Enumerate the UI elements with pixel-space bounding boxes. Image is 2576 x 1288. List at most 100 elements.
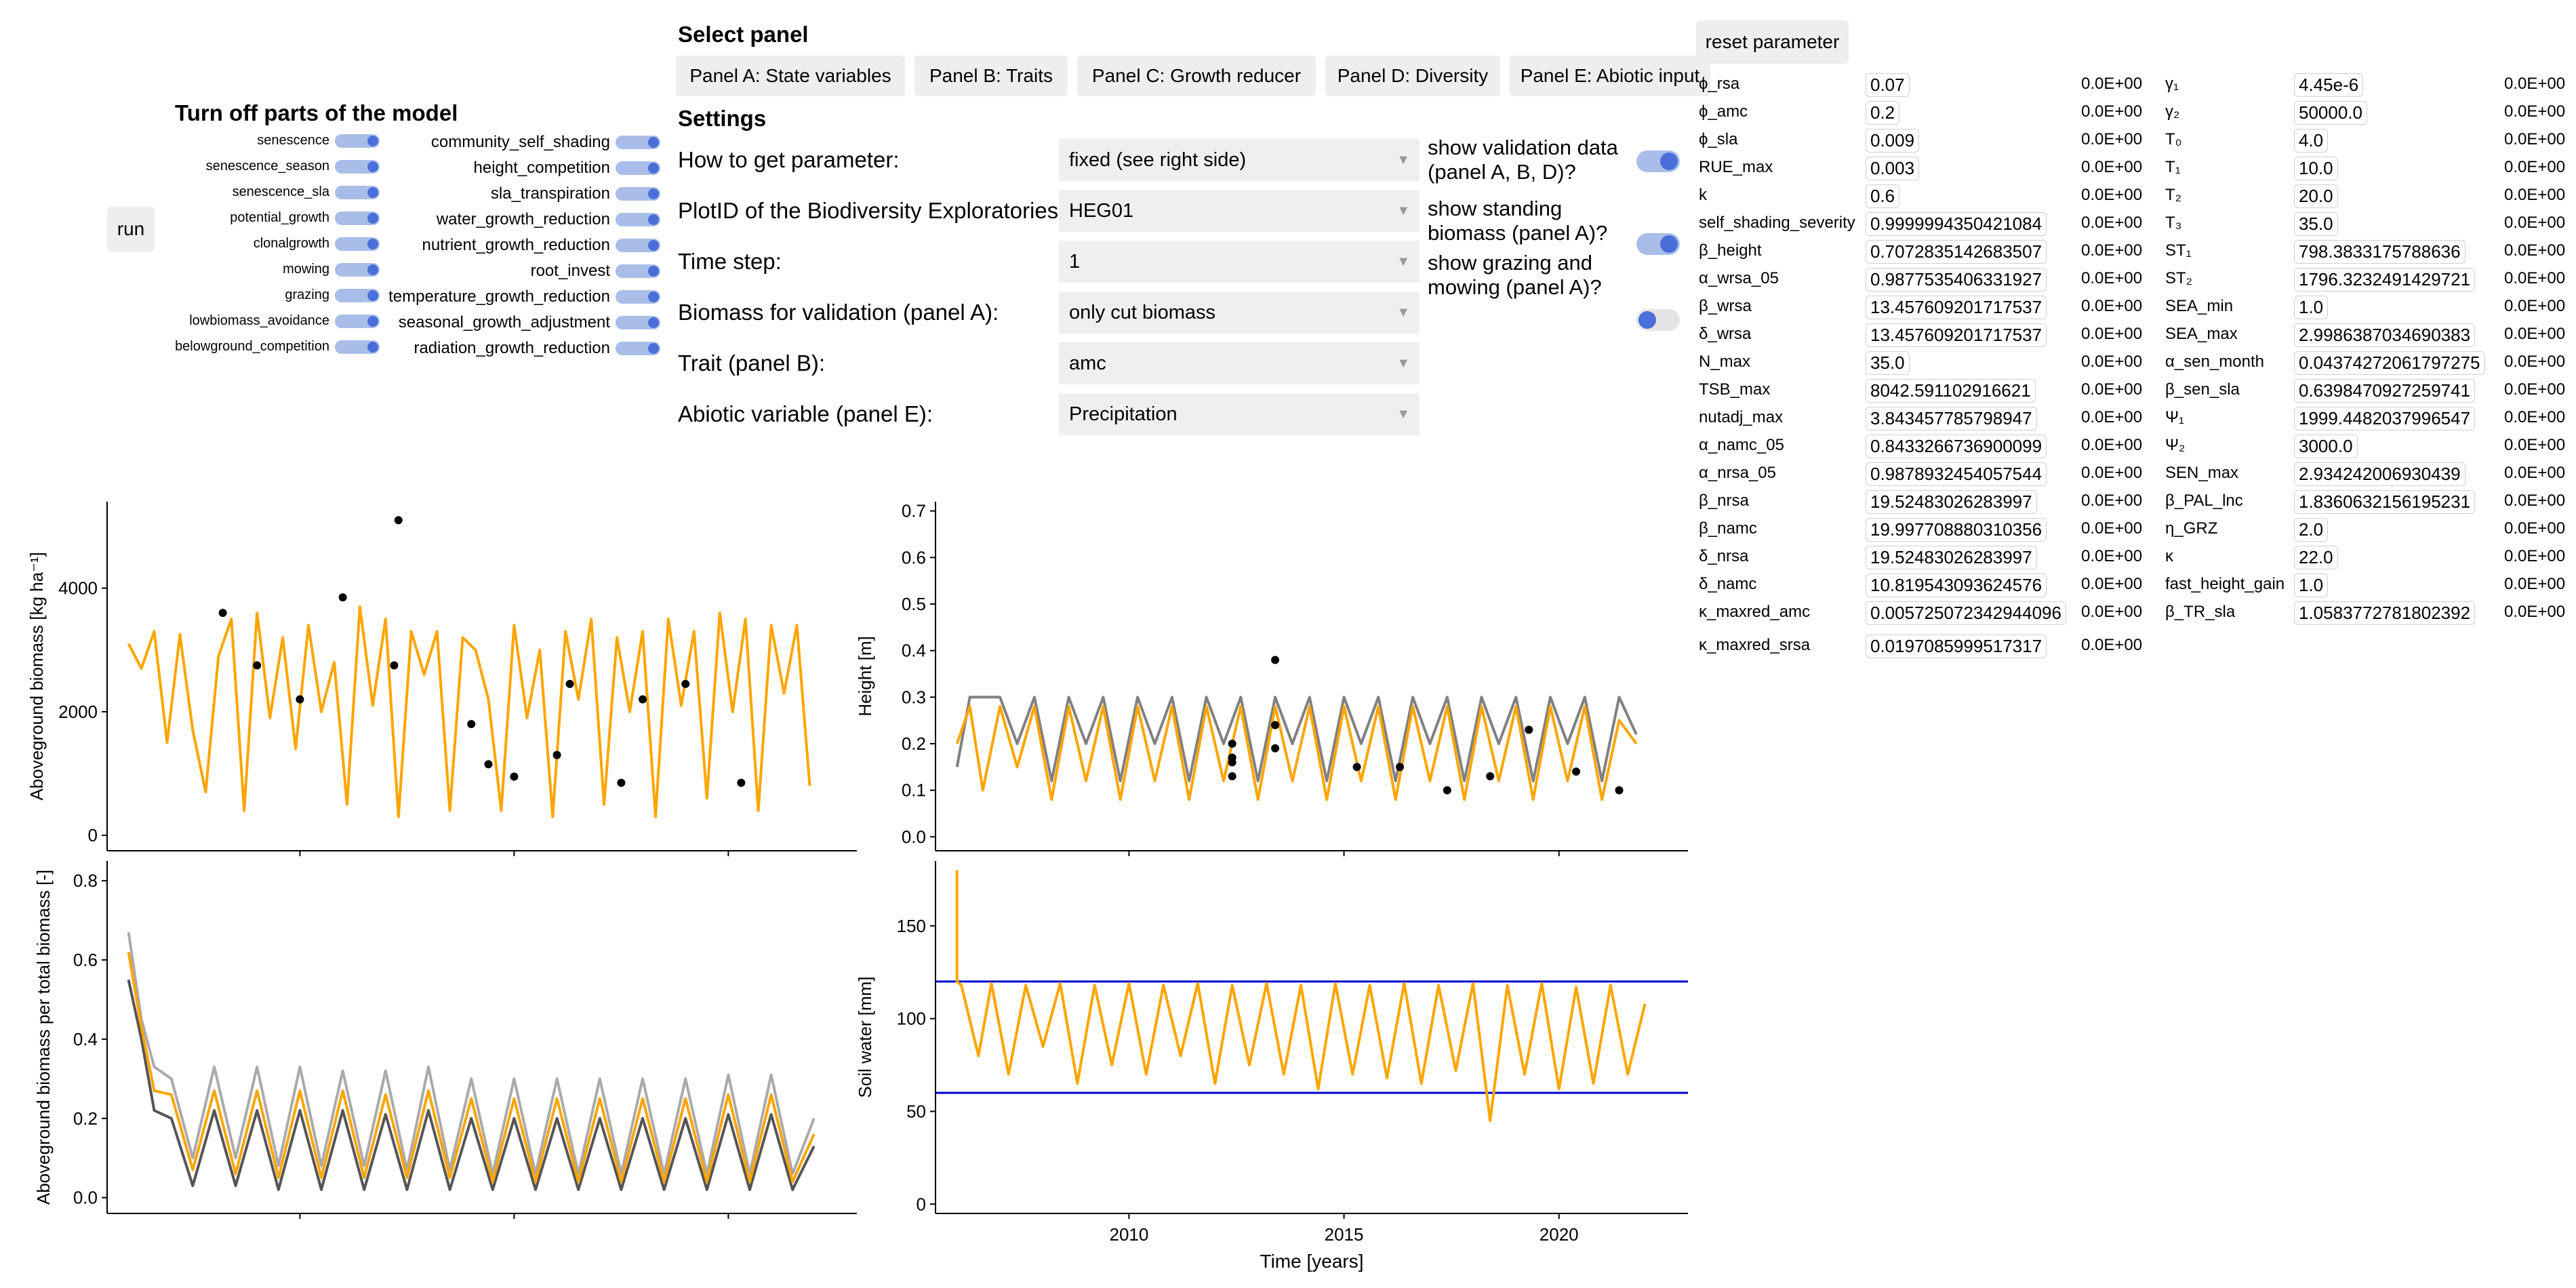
param-input[interactable]: 20.0	[2294, 184, 2338, 208]
run-button[interactable]: run	[107, 207, 155, 251]
panel-button-a[interactable]: Panel A: State variables	[676, 56, 905, 96]
param-input[interactable]: 0.04374272061797275	[2294, 351, 2485, 375]
param-std: 0.0E+00	[2504, 269, 2566, 287]
setting-dropdown[interactable]: Precipitation ▼	[1059, 393, 1420, 435]
setting-dropdown[interactable]: amc ▼	[1059, 342, 1420, 384]
param-input[interactable]: 19.52483026283997	[1866, 490, 2037, 514]
panel-button-e[interactable]: Panel E: Abiotic input	[1510, 56, 1710, 96]
param-input[interactable]: 13.457609201717537	[1866, 323, 2047, 347]
toggle-switch-community-self-shading[interactable]	[616, 136, 660, 149]
toggle-switch-clonalgrowth[interactable]	[335, 237, 380, 251]
param-input[interactable]: 0.009	[1866, 129, 1920, 153]
toggle-switch-height-competition[interactable]	[616, 161, 660, 175]
validation-point	[1228, 740, 1236, 748]
param-input[interactable]: 1.0	[2294, 573, 2329, 597]
param-name: β_PAL_lnc	[2165, 491, 2243, 510]
param-input[interactable]: 0.005725072342944096	[1866, 601, 2066, 625]
toggle-switch-mowing[interactable]	[335, 262, 380, 277]
chevron-down-icon: ▼	[1396, 254, 1410, 269]
panel-button-d[interactable]: Panel D: Diversity	[1325, 56, 1500, 96]
param-input[interactable]: 10.0	[2294, 157, 2338, 180]
setting-dropdown[interactable]: fixed (see right side) ▼	[1059, 139, 1420, 181]
series-line-1	[127, 931, 816, 1175]
param-input[interactable]: 0.8433266736900099	[1866, 435, 2047, 458]
toggle-switch-sla-transpiration[interactable]	[616, 187, 660, 201]
panel-button-b[interactable]: Panel B: Traits	[914, 56, 1068, 96]
param-input[interactable]: 1999.4482037996547	[2294, 407, 2476, 430]
param-std: 0.0E+00	[2504, 436, 2566, 454]
param-input[interactable]: 19.997708880310356	[1866, 518, 2047, 542]
param-name: ST₂	[2165, 269, 2192, 287]
param-input[interactable]: 2.0	[2294, 518, 2329, 542]
settings-switch[interactable]	[1636, 150, 1680, 172]
param-name: β_sen_sla	[2165, 380, 2240, 399]
panel-buttons: Panel A: State variables Panel B: Traits P…	[676, 56, 1710, 96]
param-input[interactable]: 19.52483026283997	[1866, 546, 2037, 569]
param-input[interactable]: 13.457609201717537	[1866, 296, 2047, 319]
param-input[interactable]: 0.0197085999517317	[1866, 635, 2047, 658]
param-input[interactable]: 0.9999994350421084	[1866, 212, 2047, 236]
param-input[interactable]: 2.934242006930439	[2294, 462, 2466, 486]
param-input[interactable]: 0.2	[1866, 101, 1900, 125]
param-input[interactable]: 4.0	[2294, 129, 2329, 153]
toggle-switch-grazing[interactable]	[335, 288, 380, 302]
toggle-label: belowground_competition	[175, 339, 329, 354]
param-input[interactable]: 1.0	[2294, 296, 2329, 319]
param-input[interactable]: 22.0	[2294, 546, 2338, 569]
validation-point	[1486, 772, 1495, 781]
setting-dropdown[interactable]: only cut biomass ▼	[1059, 291, 1420, 334]
param-name: α_nrsa_05	[1699, 464, 1776, 482]
param-input[interactable]: 50000.0	[2294, 101, 2367, 125]
param-input[interactable]: 1.8360632156195231	[2294, 490, 2476, 514]
param-name: SEN_max	[2165, 464, 2239, 482]
param-input[interactable]: 0.07	[1866, 73, 1910, 97]
toggle-switch-water-growth-reduction[interactable]	[616, 213, 660, 226]
param-input[interactable]: 0.9878932454057544	[1866, 462, 2047, 486]
toggle-switch-radiation-growth-reduction[interactable]	[616, 342, 660, 355]
param-input[interactable]: 0.9877535406331927	[1866, 268, 2047, 291]
setting-dropdown[interactable]: HEG01 ▼	[1059, 190, 1420, 232]
param-input[interactable]: 35.0	[2294, 212, 2338, 236]
toggle-switch-seasonal-growth-adjustment[interactable]	[616, 316, 660, 329]
param-input[interactable]: 0.003	[1866, 157, 1920, 180]
toggle-label: clonalgrowth	[253, 236, 329, 251]
param-input[interactable]: 798.3833175788636	[2294, 240, 2466, 264]
chart-1: 0 2000 4000 Aboveground biomass [kg ha⁻¹]	[26, 502, 857, 856]
y-tick-label: 0.6	[73, 950, 98, 970]
toggle-knob	[367, 315, 378, 327]
toggle-switch-nutrient-growth-reduction[interactable]	[616, 239, 660, 252]
param-std: 0.0E+00	[2081, 130, 2143, 148]
param-input[interactable]: 0.6398470927259741	[2294, 379, 2476, 403]
toggle-switch-senescence[interactable]	[335, 134, 380, 148]
param-input[interactable]: 3.843457785798947	[1866, 407, 2037, 430]
setting-dropdown[interactable]: 1 ▼	[1059, 241, 1420, 283]
panel-button-c[interactable]: Panel C: Growth reducer	[1077, 56, 1316, 96]
param-input[interactable]: 10.819543093624576	[1866, 573, 2047, 597]
setting-dropdown-value: only cut biomass	[1069, 301, 1215, 323]
toggle-switch-potential-growth[interactable]	[335, 211, 380, 225]
param-input[interactable]: 35.0	[1866, 351, 1910, 375]
param-input[interactable]: 8042.591102916621	[1866, 379, 2036, 403]
reset-parameter-button[interactable]: reset parameter	[1696, 20, 1849, 64]
param-std: 0.0E+00	[2081, 353, 2143, 371]
settings-switch[interactable]	[1636, 233, 1680, 255]
toggle-switch-belowground-competition[interactable]	[335, 340, 380, 354]
param-input[interactable]: 2.9986387034690383	[2294, 323, 2476, 347]
toggle-switch-senescence-season[interactable]	[335, 159, 380, 174]
toggle-switch-temperature-growth-reduction[interactable]	[616, 290, 660, 304]
toggle-label: community_self_shading	[430, 133, 610, 151]
param-input[interactable]: 0.6	[1866, 184, 1900, 208]
param-name: ϕ_rsa	[1699, 75, 1740, 93]
param-name: Ψ₁	[2165, 408, 2185, 426]
param-name: T₂	[2165, 186, 2181, 204]
param-input[interactable]: 1796.3232491429721	[2294, 268, 2476, 291]
param-input[interactable]: 4.45e-6	[2294, 73, 2364, 97]
param-input[interactable]: 1.0583772781802392	[2294, 601, 2476, 625]
settings-switch[interactable]	[1636, 309, 1680, 331]
toggle-label: senescence_season	[205, 159, 329, 174]
toggle-switch-lowbiomass-avoidance[interactable]	[335, 314, 380, 328]
param-input[interactable]: 3000.0	[2294, 435, 2358, 458]
toggle-switch-root-invest[interactable]	[616, 264, 660, 278]
toggle-switch-senescence-sla[interactable]	[335, 185, 380, 199]
param-input[interactable]: 0.7072835142683507	[1866, 240, 2047, 264]
